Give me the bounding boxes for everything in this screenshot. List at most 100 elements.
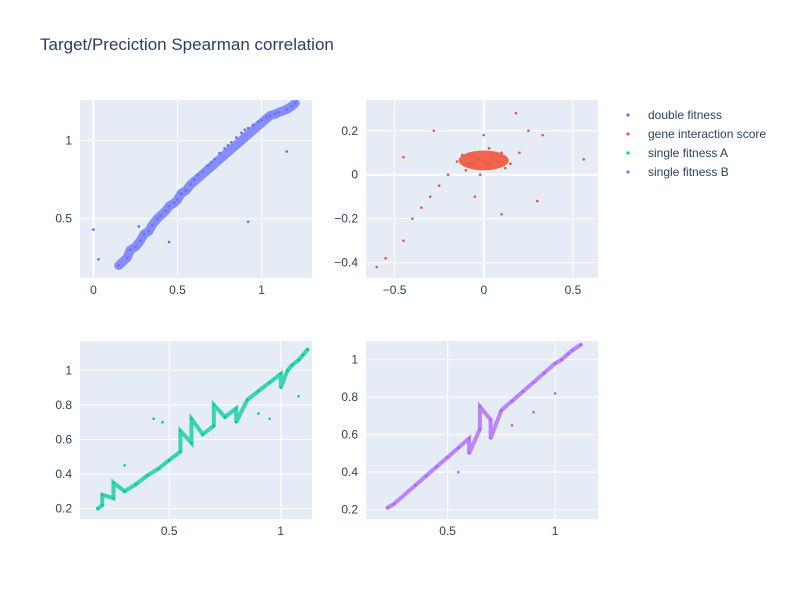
scatter-point (145, 474, 149, 478)
chart-title: Target/Preciction Spearman correlation (40, 35, 334, 54)
scatter-point (139, 239, 142, 242)
scatter-point (125, 256, 129, 260)
scatter-point (542, 371, 546, 375)
scatter-point (101, 493, 104, 497)
y-tick-label: 0.4 (55, 467, 72, 481)
plot-area (80, 100, 312, 278)
scatter-point (510, 399, 514, 403)
legend-item[interactable]: gene interaction score (626, 127, 766, 141)
y-tick-label: 1 (65, 363, 72, 377)
scatter-point (193, 178, 196, 181)
subplot-4: 0.5 1 0.2 0.4 0.6 0.8 1 (341, 341, 598, 538)
points-group (385, 342, 583, 510)
scatter-point (212, 403, 216, 407)
scatter-point (489, 437, 492, 440)
scatter-point (290, 104, 294, 108)
scatter-point (491, 155, 495, 159)
scatter-point (461, 153, 464, 157)
points-group (375, 111, 586, 269)
legend-item[interactable]: single fitness B (626, 165, 729, 179)
legend-label: single fitness B (648, 165, 729, 179)
scatter-point (212, 424, 216, 427)
scatter-point (467, 452, 471, 455)
x-tick-label: 0 (90, 283, 97, 297)
scatter-point (536, 199, 539, 203)
scatter-point (190, 441, 193, 445)
scatter-point (553, 362, 557, 365)
y-tick-label: 0.8 (341, 390, 358, 404)
legend[interactable]: double fitness gene interaction score sing… (626, 108, 766, 179)
scatter-point (176, 198, 179, 202)
scatter-point (246, 220, 250, 224)
scatter-point (246, 126, 250, 130)
scatter-point (201, 170, 205, 174)
scatter-point (257, 389, 260, 393)
scatter-point (179, 429, 182, 433)
scatter-point (411, 217, 414, 220)
x-tick-label: 0 (480, 283, 487, 297)
scatter-point (117, 264, 120, 267)
y-tick-label: 0.2 (341, 503, 358, 517)
scatter-point (428, 195, 432, 198)
legend-item[interactable]: double fitness (626, 108, 722, 122)
scatter-point (167, 204, 171, 208)
scatter-point (435, 465, 439, 468)
legend-marker (626, 151, 630, 155)
scatter-point (286, 369, 289, 372)
scatter-point (521, 390, 525, 393)
plot-area (366, 341, 598, 519)
y-tick-label: 0.6 (55, 433, 72, 447)
scatter-point (402, 239, 405, 242)
x-tick-label: 0.5 (169, 283, 186, 297)
scatter-point (437, 184, 441, 188)
scatter-point (285, 150, 289, 153)
scatter-point (206, 164, 210, 167)
scatter-point (514, 111, 518, 115)
scatter-point (112, 481, 115, 485)
scatter-point (134, 245, 137, 249)
scatter-point (489, 418, 492, 421)
scatter-point (152, 417, 155, 421)
scatter-point (477, 158, 480, 161)
legend-marker (626, 113, 630, 117)
scatter-point (486, 162, 489, 166)
scatter-point (230, 140, 233, 144)
subplot-3: 0.5 1 0.2 0.4 0.6 0.8 1 (55, 341, 312, 538)
scatter-point (223, 147, 226, 150)
scatter-point (532, 410, 535, 414)
scatter-point (97, 257, 100, 261)
scatter-point (265, 115, 268, 119)
scatter-point (218, 151, 221, 155)
scatter-point (293, 101, 297, 105)
scatter-point (455, 160, 459, 163)
scatter-point (223, 415, 227, 419)
scatter-point (553, 392, 557, 395)
legend-label: double fitness (648, 108, 722, 122)
scatter-point (478, 173, 482, 177)
scatter-point (159, 214, 162, 217)
scatter-point (179, 192, 183, 195)
scatter-point (306, 348, 309, 351)
scatter-point (509, 162, 512, 166)
scatter-point (277, 111, 280, 114)
scatter-point (179, 450, 182, 453)
scatter-point (468, 162, 471, 166)
scatter-point (290, 363, 294, 367)
y-tick-label: 0.5 (55, 212, 72, 226)
scatter-point (500, 409, 503, 412)
legend-marker (626, 170, 630, 174)
legend-item[interactable]: single fitness A (626, 146, 728, 160)
scatter-point (209, 161, 213, 164)
scatter-point (134, 483, 138, 486)
scatter-point (464, 169, 468, 172)
legend-label: single fitness A (648, 146, 728, 160)
y-tick-label: 0.6 (341, 428, 358, 442)
scatter-point (384, 256, 387, 260)
scatter-point (235, 136, 238, 139)
point-cluster (95, 347, 310, 511)
scatter-point (167, 458, 171, 462)
scatter-point (251, 123, 255, 127)
scatter-point (467, 437, 471, 440)
scatter-point (457, 470, 460, 474)
